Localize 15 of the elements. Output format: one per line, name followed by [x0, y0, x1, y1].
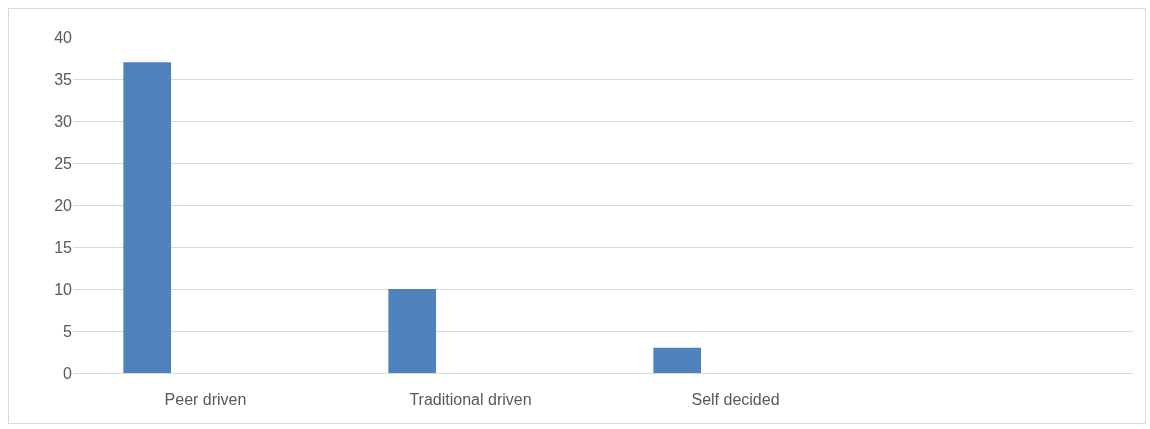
y-tick-label: 35	[54, 70, 73, 88]
x-tick-label: Self decided	[691, 391, 780, 409]
bar	[388, 289, 437, 373]
y-tick-label: 10	[54, 280, 73, 298]
x-tick-label: Peer driven	[164, 391, 247, 409]
y-tick-label: 15	[54, 238, 73, 256]
y-tick-label: 40	[54, 28, 73, 46]
y-tick-label: 0	[63, 364, 73, 382]
x-tick-label: Traditional driven	[409, 391, 532, 409]
y-tick-label: 5	[63, 322, 73, 340]
bar	[123, 62, 172, 373]
y-tick-label: 25	[54, 154, 73, 172]
y-tick-label: 20	[54, 196, 73, 214]
bar	[653, 347, 702, 373]
y-tick-label: 30	[54, 112, 73, 130]
